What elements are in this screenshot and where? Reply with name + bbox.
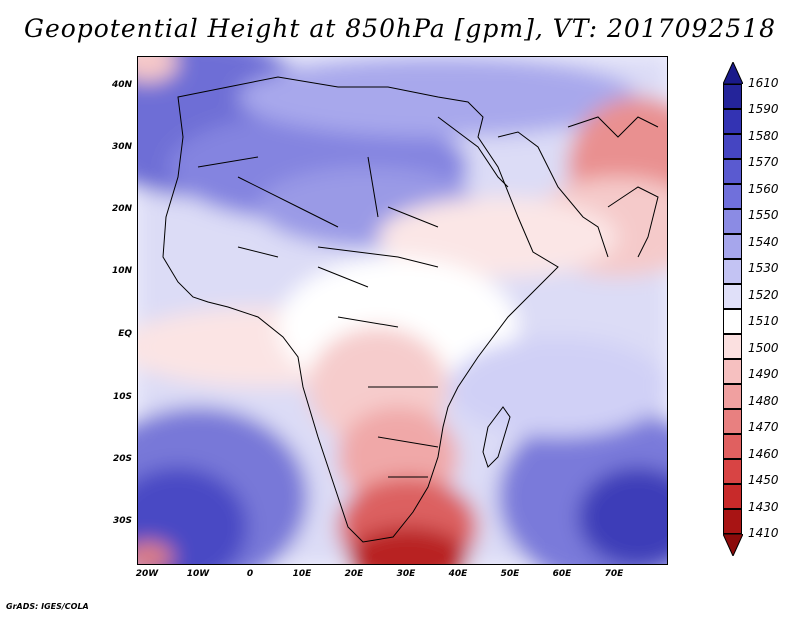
colorbar-swatch <box>723 209 742 234</box>
colorbar-level-label: 1590 <box>748 102 779 117</box>
colorbar-bottom-triangle <box>723 534 743 556</box>
colorbar-level-label: 1570 <box>748 155 779 170</box>
lat-tick: 20N <box>111 204 132 214</box>
lon-tick: 20W <box>135 569 159 579</box>
map-plot-area <box>137 56 668 565</box>
lon-tick: 20E <box>344 569 364 579</box>
geopotential-field <box>138 57 667 564</box>
lat-tick: 10N <box>111 266 132 276</box>
lat-tick: 10S <box>112 392 132 402</box>
colorbar-level-label: 1500 <box>748 340 779 355</box>
lat-tick: 40N <box>111 80 132 90</box>
lon-tick: 30E <box>396 569 416 579</box>
lat-tick: 30S <box>112 516 132 526</box>
colorbar-level-label: 1490 <box>748 367 779 382</box>
lat-tick: 20S <box>112 454 132 464</box>
map-title: Geopotential Height at 850hPa [gpm], VT:… <box>23 14 777 43</box>
colorbar-level-label: 1530 <box>748 261 779 276</box>
colorbar-swatch <box>723 509 742 534</box>
colorbar-level-label: 1470 <box>748 420 779 435</box>
lon-tick: 70E <box>604 569 624 579</box>
colorbar-swatch <box>723 84 742 109</box>
colorbar-level-label: 1560 <box>748 181 779 196</box>
colorbar-level-label: 1510 <box>748 314 779 329</box>
colorbar-swatch <box>723 459 742 484</box>
colorbar-swatch <box>723 234 742 259</box>
colorbar-swatch <box>723 334 742 359</box>
colorbar-swatch <box>723 109 742 134</box>
colorbar-swatch <box>723 359 742 384</box>
lon-tick: 10W <box>186 569 210 579</box>
lon-tick: 60E <box>552 569 572 579</box>
colorbar-top-triangle <box>723 62 743 84</box>
colorbar-swatch <box>723 159 742 184</box>
colorbar-swatch <box>723 434 742 459</box>
grads-credit: GrADS: IGES/COLA <box>6 602 89 611</box>
colorbar-level-label: 1450 <box>748 473 779 488</box>
colorbar-level-label: 1610 <box>748 76 779 90</box>
lat-tick: 30N <box>111 142 132 152</box>
colorbar-swatch <box>723 284 742 309</box>
lon-tick: 40E <box>448 569 468 579</box>
colorbar-level-label: 1480 <box>748 393 779 408</box>
colorbar-swatch <box>723 184 742 209</box>
colorbar-swatch <box>723 134 742 159</box>
colorbar-level-label: 1460 <box>748 446 779 461</box>
colorbar-level-label: 1410 <box>748 526 779 540</box>
colorbar-level-label: 1580 <box>748 128 779 143</box>
colorbar-level-label: 1550 <box>748 208 779 223</box>
lon-tick: 50E <box>500 569 520 579</box>
colorbar-swatch <box>723 384 742 409</box>
colorbar-swatch <box>723 309 742 334</box>
colorbar-level-label: 1540 <box>748 234 779 249</box>
colorbar-swatch <box>723 409 742 434</box>
lat-tick: EQ <box>118 329 132 339</box>
colorbar-level-label: 1430 <box>748 499 779 514</box>
colorbar-swatch <box>723 484 742 509</box>
colorbar-level-label: 1520 <box>748 287 779 302</box>
lon-tick: 10E <box>292 569 312 579</box>
lon-tick: 0 <box>246 569 254 579</box>
colorbar-swatch <box>723 259 742 284</box>
